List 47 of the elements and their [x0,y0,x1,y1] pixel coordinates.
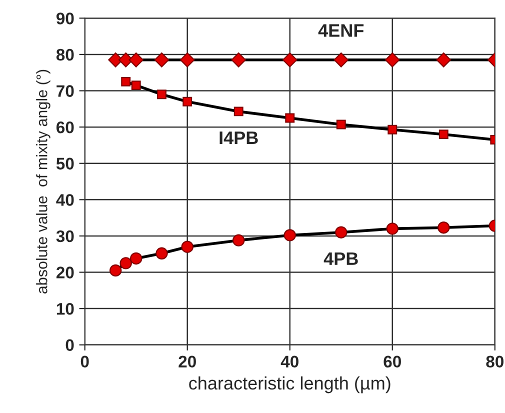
series-label: I4PB [220,132,258,144]
y-tick-label: 70 [56,85,74,97]
point [128,52,144,68]
y-tick-label: 80 [56,48,74,61]
point [130,252,142,265]
point [156,247,168,260]
x-tick-label: 0 [80,356,89,368]
y-tick-label: 90 [56,12,74,24]
point [181,240,194,253]
y-tick-label: 50 [56,158,74,170]
point [154,52,170,68]
y-tick-label: 60 [56,121,74,134]
point [438,222,450,234]
point [131,80,141,90]
y-tick-label: 10 [56,302,74,315]
point [284,229,296,242]
point [121,76,131,86]
point [334,52,349,68]
x-tick-label: 20 [178,356,196,368]
point [386,222,398,235]
y-tick-label: 30 [56,230,74,242]
point [180,52,195,68]
series-label: 4ENF [318,24,364,37]
point [438,130,448,140]
point [109,264,122,277]
point [231,52,246,68]
point [120,257,132,270]
point [157,90,166,100]
point [436,52,452,68]
y-axis-title: absolute value of mixity angle (°) [36,70,50,294]
y-tick-label: 20 [56,266,74,278]
point [282,52,298,68]
x-tick-label: 40 [280,356,298,368]
point [335,226,348,238]
series-label: 4PB [324,252,358,265]
point [182,96,192,106]
y-tick-label: 0 [66,339,74,352]
x-tick-label: 60 [384,356,401,368]
point [234,106,244,116]
point [384,52,400,68]
point [336,120,346,130]
point [232,234,245,246]
y-tick-label: 40 [56,194,74,206]
x-tick-label: 80 [486,356,504,368]
point [388,124,398,134]
x-axis-title: characteristic length (µm) [189,376,390,394]
point [285,113,295,123]
